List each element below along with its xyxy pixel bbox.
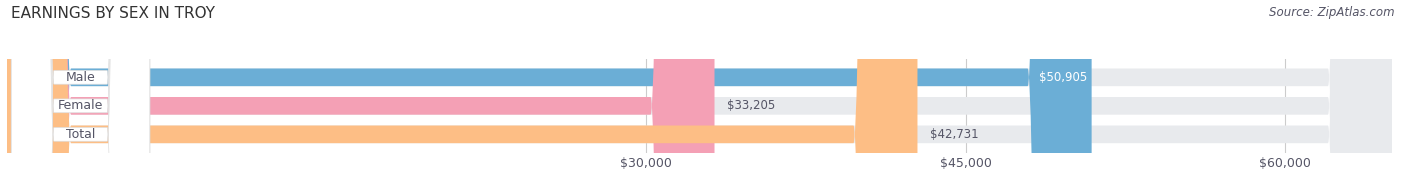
FancyBboxPatch shape — [7, 0, 1392, 196]
FancyBboxPatch shape — [11, 0, 150, 196]
FancyBboxPatch shape — [7, 0, 1392, 196]
FancyBboxPatch shape — [7, 0, 918, 196]
Text: $50,905: $50,905 — [1039, 71, 1087, 84]
Text: $33,205: $33,205 — [727, 99, 776, 112]
FancyBboxPatch shape — [11, 0, 150, 196]
Text: Source: ZipAtlas.com: Source: ZipAtlas.com — [1270, 6, 1395, 19]
FancyBboxPatch shape — [7, 0, 1392, 196]
FancyBboxPatch shape — [11, 0, 150, 196]
Text: Female: Female — [58, 99, 103, 112]
FancyBboxPatch shape — [7, 0, 714, 196]
FancyBboxPatch shape — [7, 0, 1091, 196]
Text: Male: Male — [66, 71, 96, 84]
Text: $42,731: $42,731 — [931, 128, 979, 141]
Text: EARNINGS BY SEX IN TROY: EARNINGS BY SEX IN TROY — [11, 6, 215, 21]
Text: Total: Total — [66, 128, 96, 141]
